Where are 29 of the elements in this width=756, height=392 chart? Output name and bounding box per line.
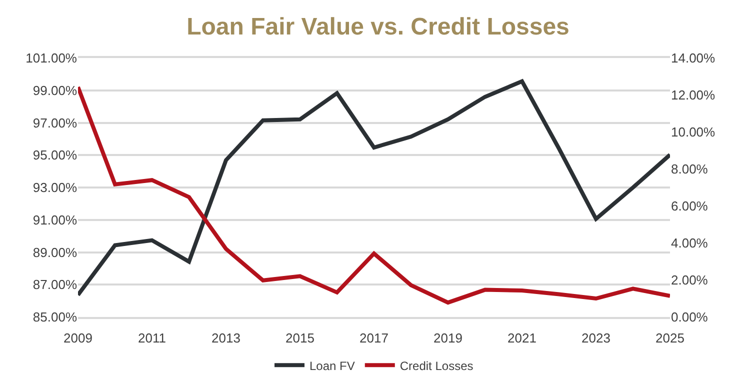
x-tick-label: 2025 xyxy=(656,330,684,346)
x-tick-label: 2015 xyxy=(286,330,314,346)
y-tick-label: 85.00% xyxy=(32,310,78,325)
x-tick-label: 2011 xyxy=(138,330,166,346)
y2-tick-label: 2.00% xyxy=(671,272,708,288)
y-tick-label: 97.00% xyxy=(32,115,78,130)
y-tick-label: 91.00% xyxy=(32,212,78,228)
y2-tick-label: 4.00% xyxy=(671,236,708,251)
legend-label: Loan FV xyxy=(310,358,355,373)
x-tick-label: 2009 xyxy=(64,330,92,346)
y-tick-label: 99.00% xyxy=(32,82,78,98)
y-tick-label: 89.00% xyxy=(32,244,78,260)
y2-tick-label: 10.00% xyxy=(671,124,716,140)
x-tick-label: 2021 xyxy=(508,330,536,346)
y2-tick-label: 14.00% xyxy=(671,50,716,66)
y-tick-label: 87.00% xyxy=(32,277,78,292)
y-tick-label: 95.00% xyxy=(32,148,78,163)
x-tick-label: 2017 xyxy=(360,330,388,346)
x-tick-label: 2019 xyxy=(434,330,462,346)
legend-label: Credit Losses xyxy=(400,358,474,373)
y-tick-label: 93.00% xyxy=(32,180,78,196)
y2-tick-label: 12.00% xyxy=(671,88,716,103)
y2-tick-label: 0.00% xyxy=(671,310,708,325)
x-tick-label: 2013 xyxy=(212,330,240,346)
y-tick-label: 101.00% xyxy=(26,50,78,66)
y2-tick-label: 8.00% xyxy=(671,162,708,177)
y2-tick-label: 6.00% xyxy=(671,198,708,214)
x-tick-label: 2023 xyxy=(582,330,610,346)
chart-title: Loan Fair Value vs. Credit Losses xyxy=(186,13,570,40)
